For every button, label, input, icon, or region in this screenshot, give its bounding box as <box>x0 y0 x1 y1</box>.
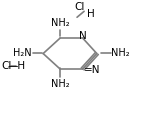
Text: H₂N: H₂N <box>13 48 32 58</box>
Text: —H: —H <box>7 61 25 71</box>
Text: Cl: Cl <box>1 61 12 71</box>
Text: NH₂: NH₂ <box>51 79 69 89</box>
Text: NH₂: NH₂ <box>111 48 129 58</box>
Text: H: H <box>87 9 94 19</box>
Text: =N: =N <box>84 65 101 75</box>
Text: Cl: Cl <box>74 2 84 12</box>
Text: NH₂: NH₂ <box>51 18 69 28</box>
Text: N: N <box>79 31 87 41</box>
